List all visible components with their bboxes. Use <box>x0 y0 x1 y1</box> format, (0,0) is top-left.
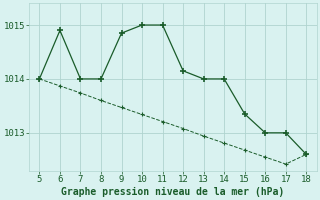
X-axis label: Graphe pression niveau de la mer (hPa): Graphe pression niveau de la mer (hPa) <box>61 186 284 197</box>
